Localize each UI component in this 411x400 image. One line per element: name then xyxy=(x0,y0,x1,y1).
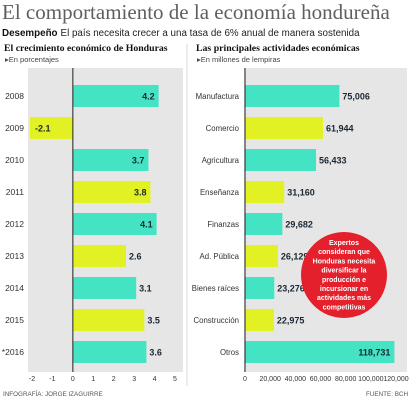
value-label: 118,731 xyxy=(358,348,390,358)
category-label: 2009 xyxy=(5,123,24,133)
bar xyxy=(72,149,149,171)
footer-source: FUENTE: BCH xyxy=(366,391,408,398)
right-chart-subtitle: ▸En millones de lempiras xyxy=(197,55,281,64)
value-label: 3.8 xyxy=(134,188,147,198)
category-label: 2014 xyxy=(5,283,24,293)
bar xyxy=(245,149,317,171)
page-title: El comportamiento de la economía hondure… xyxy=(2,0,390,24)
subtitle: Desempeño El país necesita crecer a una t… xyxy=(2,28,360,39)
category-label: Finanzas xyxy=(207,220,239,229)
value-label: 29,682 xyxy=(285,220,313,230)
activities-chart: Manufactura 75,006 Comercio 61,944 Agricultu… xyxy=(192,68,409,383)
bar xyxy=(72,213,157,235)
category-label: Otros xyxy=(220,348,239,357)
callout-text-line: Honduras necesita xyxy=(313,258,376,265)
x-tick-label: -2 xyxy=(29,376,35,383)
callout-text-line: incursionar en xyxy=(320,286,368,293)
bar xyxy=(245,181,285,203)
bar xyxy=(245,117,323,139)
x-tick-label: 60,000 xyxy=(310,376,332,383)
category-label: Manufactura xyxy=(196,92,240,101)
bar xyxy=(72,341,147,363)
footer-credit: INFOGRAFÍA: JORGE IZAGUIRRE xyxy=(3,389,103,398)
bar xyxy=(72,245,126,267)
x-tick-label: -1 xyxy=(49,376,55,383)
callout-text-line: actividades más xyxy=(317,295,371,302)
bar xyxy=(245,245,278,267)
x-tick-label: 20,000 xyxy=(259,376,281,383)
left-chart-subtitle: ▸En porcentajes xyxy=(5,55,59,64)
x-tick-label: 40,000 xyxy=(285,376,307,383)
x-tick-label: 80,000 xyxy=(335,376,357,383)
value-label: 26,129 xyxy=(281,252,309,262)
category-label: *2016 xyxy=(2,347,24,357)
category-label: 2011 xyxy=(6,187,25,197)
experts-callout: Expertos consideran que Honduras necesita d… xyxy=(301,232,387,318)
callout-text-line: Expertos xyxy=(329,240,359,247)
bar xyxy=(245,341,395,363)
category-label: 2008 xyxy=(5,91,24,101)
value-label: 23,276 xyxy=(277,284,305,294)
callout-text-line: competitivas xyxy=(323,304,366,311)
category-label: 2013 xyxy=(5,251,24,261)
bar xyxy=(29,117,73,139)
category-label: Agricultura xyxy=(202,156,240,165)
category-label: Bienes raíces xyxy=(192,284,239,293)
bar xyxy=(245,277,275,299)
x-tick-label: 0 xyxy=(71,376,75,383)
right-chart-title: Las principales actividades económicas xyxy=(196,43,360,54)
value-label: 3.6 xyxy=(149,348,162,358)
callout-text-line: consideran que xyxy=(318,249,370,256)
value-label: 56,433 xyxy=(319,156,347,166)
category-label: Enseñanza xyxy=(200,188,240,197)
x-tick-label: 5 xyxy=(173,376,177,383)
x-tick-label: 4 xyxy=(153,376,157,383)
category-label: Ad. Pública xyxy=(200,252,240,261)
value-label: 3.7 xyxy=(132,156,145,166)
subtitle-text: El país necesita crecer a una tasa de 6%… xyxy=(61,28,361,39)
x-tick-label: 3 xyxy=(132,376,136,383)
subtitle-lead: Desempeño xyxy=(2,28,58,39)
category-label: 2015 xyxy=(5,315,24,325)
category-label: 2010 xyxy=(5,155,24,165)
value-label: 3.1 xyxy=(139,284,152,294)
x-tick-label: 1 xyxy=(91,376,95,383)
value-label: 75,006 xyxy=(342,92,370,102)
value-label: 4.1 xyxy=(140,220,153,230)
category-label: Comercio xyxy=(206,124,240,133)
value-label: 22,975 xyxy=(277,316,305,326)
bar xyxy=(72,309,145,331)
value-label: 4.2 xyxy=(142,92,155,102)
bar xyxy=(72,181,151,203)
x-tick-label: 0 xyxy=(243,376,247,383)
value-label: -2.1 xyxy=(35,124,51,134)
category-label: Construcción xyxy=(193,316,239,325)
bar xyxy=(245,85,340,107)
x-tick-label: 100,000 xyxy=(358,376,383,383)
x-tick-label: 2 xyxy=(112,376,116,383)
x-tick-label: 120,000 xyxy=(383,376,408,383)
value-label: 31,160 xyxy=(287,188,315,198)
value-label: 2.6 xyxy=(129,252,142,262)
bar xyxy=(245,213,283,235)
callout-text-line: producción e xyxy=(322,277,366,284)
value-label: 3.5 xyxy=(147,316,160,326)
value-label: 61,944 xyxy=(326,124,354,134)
left-chart-title: El crecimiento económico de Honduras xyxy=(4,43,168,54)
bar xyxy=(72,85,159,107)
bar xyxy=(245,309,274,331)
bar xyxy=(72,277,137,299)
category-label: 2012 xyxy=(5,219,24,229)
callout-text-line: diversificar la xyxy=(321,268,366,275)
callout-circle xyxy=(301,232,387,318)
